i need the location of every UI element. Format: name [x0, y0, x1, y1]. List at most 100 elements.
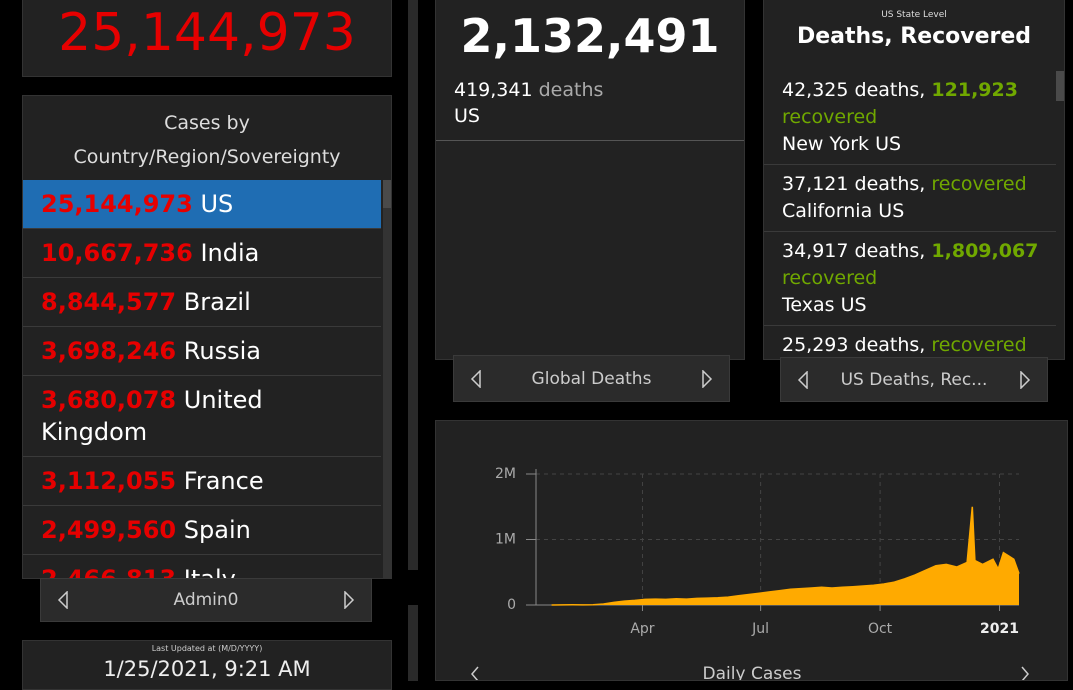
- state-place: California: [782, 200, 873, 222]
- y-tick-label: 0: [507, 597, 516, 613]
- us-state-panel: US State Level Deaths, Recovered 42,325 …: [763, 0, 1065, 360]
- state-line: 34,917 deaths, 1,809,067 recovered: [782, 238, 1046, 292]
- death-count: 419,341: [454, 79, 533, 101]
- last-updated-label: Last Updated at (M/D/YYYY): [151, 644, 263, 653]
- total-cases: 25,144,973: [58, 3, 356, 63]
- case-row[interactable]: 3,698,246 Russia: [23, 327, 381, 376]
- next-arrow[interactable]: [1021, 666, 1029, 681]
- case-count: 3,112,055: [41, 467, 177, 495]
- state-recovered: recovered: [931, 334, 1027, 356]
- case-count: 25,144,973: [41, 190, 193, 218]
- cases-list-title: Cases by Country/Region/Sovereignty: [73, 112, 341, 168]
- cases-nav: Admin0: [40, 578, 372, 622]
- cases-list: 25,144,973 US 10,667,736 India 8,844,577 B…: [23, 180, 381, 578]
- state-line: 42,325 deaths, 121,923 recovered: [782, 77, 1046, 131]
- state-row: 34,917 deaths, 1,809,067 recovered Texas …: [764, 232, 1056, 326]
- state-country: US: [878, 200, 905, 222]
- case-row[interactable]: 10,667,736 India: [23, 229, 381, 278]
- state-place-line: New York US: [782, 131, 1046, 158]
- global-deaths-total: 2,132,491: [460, 9, 720, 63]
- state-recovered-count: 121,923: [931, 79, 1018, 101]
- state-line: 25,293 deaths, recovered: [782, 332, 1046, 359]
- state-recovered: recovered: [782, 267, 878, 289]
- case-count: 2,499,560: [41, 516, 177, 544]
- cases-list-panel: Cases by Country/Region/Sovereignty 25,1…: [22, 95, 392, 579]
- death-row: 419,341 deaths US: [436, 77, 744, 141]
- area-fill: [551, 506, 1019, 605]
- case-name: Brazil: [183, 288, 251, 316]
- global-deaths-list: 419,341 deaths US: [436, 77, 744, 141]
- prev-arrow[interactable]: [57, 591, 69, 609]
- case-count: 3,698,246: [41, 337, 177, 365]
- daily-cases-panel: Daily Cases 0 1M 2M Apr Jul Oct 2021: [435, 420, 1068, 681]
- case-row[interactable]: 2,466,813 Italy: [23, 555, 381, 578]
- scrollbar: [383, 180, 391, 578]
- state-recovered: recovered: [782, 106, 878, 128]
- case-count: 3,680,078: [41, 386, 177, 414]
- us-state-nav: US Deaths, Rec...: [780, 357, 1048, 402]
- case-row[interactable]: 2,499,560 Spain: [23, 506, 381, 555]
- prev-arrow[interactable]: [797, 370, 809, 389]
- nav-label: Daily Cases: [703, 664, 802, 681]
- daily-cases-chart: Daily Cases 0 1M 2M Apr Jul Oct 2021: [471, 466, 1029, 681]
- case-row[interactable]: 8,844,577 Brazil: [23, 278, 381, 327]
- state-place-line: Texas US: [782, 292, 1046, 319]
- nav-label: Admin0: [173, 590, 239, 610]
- case-name: Spain: [183, 516, 251, 544]
- death-line: 419,341 deaths: [454, 77, 728, 103]
- case-name: United Kingdom: [41, 386, 263, 446]
- us-state-list: 42,325 deaths, 121,923 recovered New York…: [764, 71, 1056, 359]
- next-arrow[interactable]: [1019, 370, 1031, 389]
- state-line: 37,121 deaths, recovered: [782, 171, 1046, 198]
- case-row[interactable]: 3,112,055 France: [23, 457, 381, 506]
- state-place-line: California US: [782, 198, 1046, 225]
- us-state-title: Deaths, Recovered: [796, 24, 1032, 49]
- case-name: Russia: [183, 337, 261, 365]
- y-tick-label: 1M: [495, 532, 516, 548]
- state-country: US: [840, 294, 867, 316]
- nav-label: US Deaths, Rec...: [840, 369, 988, 390]
- global-deaths-nav: Global Deaths: [453, 355, 730, 402]
- scroll-thumb[interactable]: [1056, 71, 1064, 101]
- next-arrow[interactable]: [343, 591, 355, 609]
- case-name: Italy: [184, 565, 236, 578]
- state-country: US: [875, 133, 902, 155]
- divider: [408, 605, 418, 681]
- case-count: 2,466,813: [41, 565, 176, 578]
- death-unit: deaths: [538, 79, 604, 101]
- state-row: 37,121 deaths, recovered California US: [764, 165, 1056, 232]
- state-place: Texas: [782, 294, 835, 316]
- us-state-caption: US State Level: [881, 10, 947, 20]
- divider: [408, 0, 418, 570]
- state-deaths: 37,121 deaths,: [782, 173, 926, 195]
- state-recovered: recovered: [931, 173, 1027, 195]
- x-tick-label: Oct: [868, 621, 893, 637]
- x-tick-label: Apr: [630, 621, 654, 637]
- state-deaths: 25,293 deaths,: [782, 334, 926, 356]
- last-updated-panel: Last Updated at (M/D/YYYY) 1/25/2021, 9:…: [22, 640, 392, 690]
- next-arrow[interactable]: [701, 369, 713, 388]
- prev-arrow[interactable]: [470, 369, 482, 388]
- prev-arrow[interactable]: [471, 666, 479, 681]
- scroll-thumb[interactable]: [383, 180, 391, 208]
- global-deaths-panel: 2,132,491 419,341 deaths US: [435, 0, 745, 360]
- state-deaths: 34,917 deaths,: [782, 240, 926, 262]
- case-row[interactable]: 3,680,078 United Kingdom: [23, 376, 381, 457]
- case-count: 10,667,736: [41, 239, 193, 267]
- state-place: New York: [782, 133, 870, 155]
- nav-label: Global Deaths: [531, 368, 652, 389]
- death-name: US: [454, 105, 480, 127]
- x-tick-label: 2021: [980, 621, 1019, 637]
- total-cases-panel: 25,144,973: [22, 0, 392, 77]
- case-name: India: [200, 239, 260, 267]
- x-tick-label: Jul: [751, 621, 769, 637]
- area-line: [551, 506, 1020, 606]
- state-row: 42,325 deaths, 121,923 recovered New York…: [764, 71, 1056, 165]
- state-recovered-count: 1,809,067: [931, 240, 1039, 262]
- y-tick-label: 2M: [495, 466, 516, 482]
- case-row[interactable]: 25,144,973 US: [23, 180, 381, 229]
- state-row: 25,293 deaths, recovered: [764, 326, 1056, 359]
- state-deaths: 42,325 deaths,: [782, 79, 926, 101]
- case-name: US: [200, 190, 234, 218]
- case-name: France: [183, 467, 264, 495]
